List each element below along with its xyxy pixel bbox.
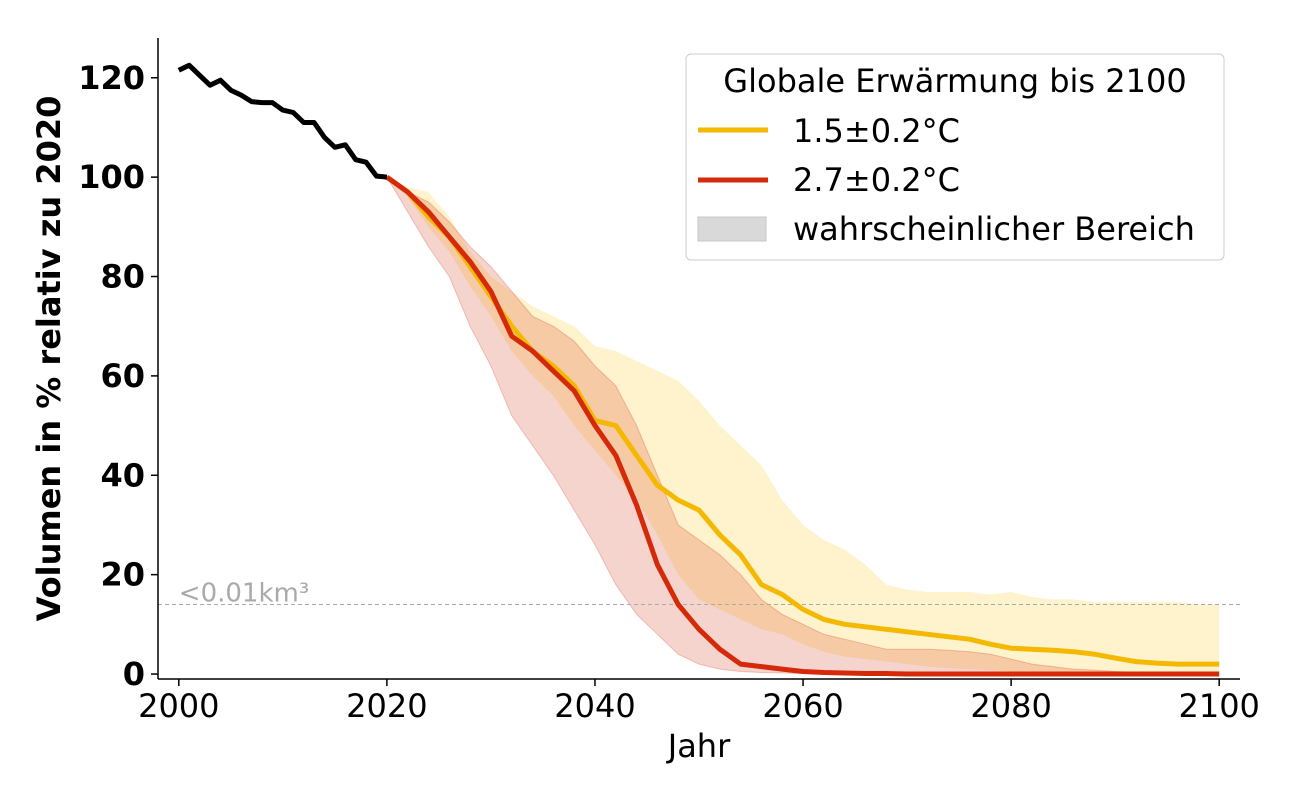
reference-line-group: <0.01km³ <box>158 578 1240 608</box>
y-tick-label: 0 <box>123 655 145 693</box>
series-lines <box>177 62 1220 677</box>
x-tick-label: 2040 <box>554 687 635 725</box>
y-tick-label: 60 <box>100 357 145 395</box>
legend-label-band: wahrscheinlicher Bereich <box>793 210 1195 248</box>
y-tick-label: 40 <box>100 456 145 494</box>
axes: 2000 2020 2040 2060 2080 2100020406080100120J… <box>30 38 1260 765</box>
legend: Globale Erwärmung bis 2100 1.5±0.2°C 2.7±0… <box>685 53 1225 261</box>
y-tick-label: 80 <box>100 258 145 296</box>
reference-line-label: <0.01km³ <box>179 578 309 608</box>
x-tick-label: 2020 <box>346 687 427 725</box>
x-tick-label: 2080 <box>970 687 1051 725</box>
legend-label-series-2: 2.7±0.2°C <box>793 161 960 199</box>
y-tick-label: 120 <box>78 59 145 97</box>
legend-swatch-band <box>697 216 767 242</box>
x-tick-label: 2060 <box>762 687 843 725</box>
legend-label-series-1: 1.5±0.2°C <box>793 112 960 150</box>
series-line-1 <box>385 175 1220 667</box>
x-tick-label: 2000 <box>138 687 219 725</box>
series-line-2 <box>385 175 1220 677</box>
y-tick-label: 20 <box>100 556 145 594</box>
historical-line <box>177 62 388 180</box>
y-axis-label: Volumen in % relativ zu 2020 <box>30 96 68 622</box>
legend-box <box>685 53 1225 261</box>
band-series-1 <box>386 177 1220 674</box>
x-axis-label: Jahr <box>666 727 731 765</box>
legend-title: Globale Erwärmung bis 2100 <box>723 62 1186 100</box>
x-tick-label: 2100 <box>1178 687 1259 725</box>
y-tick-label: 100 <box>78 158 145 196</box>
